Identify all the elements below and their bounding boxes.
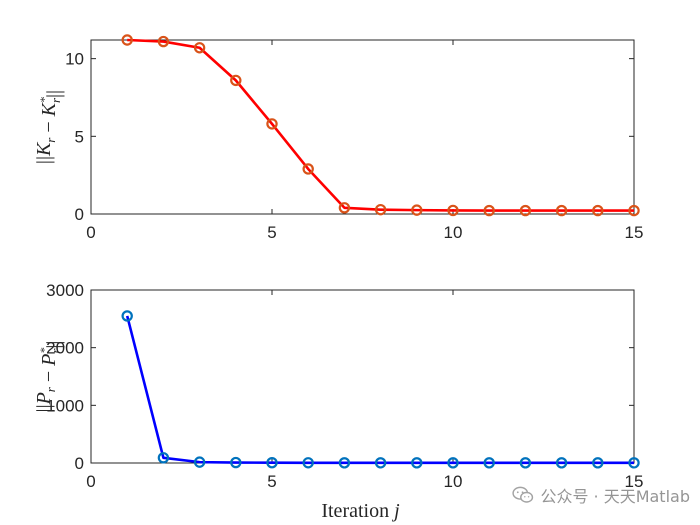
x-tick-label: 10: [444, 223, 463, 242]
data-point: [338, 457, 351, 469]
data-point: [555, 204, 568, 217]
data-point: [302, 457, 314, 469]
y-tick-label: 2000: [46, 339, 84, 358]
data-point: [374, 457, 387, 469]
data-point: [447, 204, 459, 217]
x-tick-label: 15: [625, 223, 644, 242]
y-axis-label: ||Pr − P*r||: [33, 341, 65, 413]
data-point: [338, 202, 351, 214]
data-point: [266, 457, 278, 469]
data-point: [193, 42, 206, 54]
plot-area: [90, 39, 635, 215]
data-point: [483, 204, 495, 217]
y-tick-label: 0: [75, 454, 84, 473]
data-point: [411, 204, 423, 216]
watermark: 公众号 · 天天Matlab: [512, 483, 690, 507]
x-tick-label: 0: [86, 223, 95, 242]
x-axis-label: Iteration j: [321, 500, 400, 522]
watermark-text: 公众号 · 天天Matlab: [540, 487, 690, 506]
bottom-subplot: 0 5 10 15 0 1000 2000 3000 ||Pr − P*r|| Iteration…: [33, 281, 643, 522]
y-tick-label: 0: [75, 205, 84, 224]
x-tick-label: 5: [267, 472, 276, 491]
data-point: [121, 310, 133, 322]
x-tick-label: 10: [444, 472, 463, 491]
data-point: [555, 457, 568, 469]
data-point: [519, 204, 532, 217]
series-line: [127, 38, 634, 212]
data-point: [157, 452, 170, 464]
data-point: [230, 456, 242, 469]
data-point: [157, 35, 170, 48]
wechat-icon: [512, 486, 534, 503]
x-tick-label: 0: [86, 472, 95, 491]
y-axis-label: ||Kr − K*r||: [33, 90, 65, 164]
data-point: [592, 457, 604, 469]
x-tick-label: 15: [625, 472, 644, 491]
data-point: [193, 456, 206, 468]
y-tick-label: 1000: [46, 396, 84, 415]
data-point: [121, 34, 133, 46]
y-tick-label: 3000: [46, 281, 84, 300]
data-point: [628, 204, 640, 217]
x-tick-label: 5: [267, 223, 276, 242]
data-point: [302, 163, 314, 175]
data-point: [230, 74, 242, 87]
y-tick-label: 10: [65, 50, 84, 69]
data-point: [483, 457, 495, 469]
top-subplot: 0 5 10 15 0 5 10 ||Kr − K*r||: [33, 34, 644, 242]
plot-area: [90, 289, 635, 464]
data-point: [411, 457, 423, 469]
data-point: [447, 457, 459, 469]
y-tick-label: 5: [75, 127, 84, 146]
data-point: [592, 204, 604, 217]
data-point: [374, 203, 387, 216]
data-point: [628, 457, 640, 469]
data-point: [519, 457, 532, 469]
data-point: [266, 118, 278, 130]
series-line: [125, 315, 634, 465]
